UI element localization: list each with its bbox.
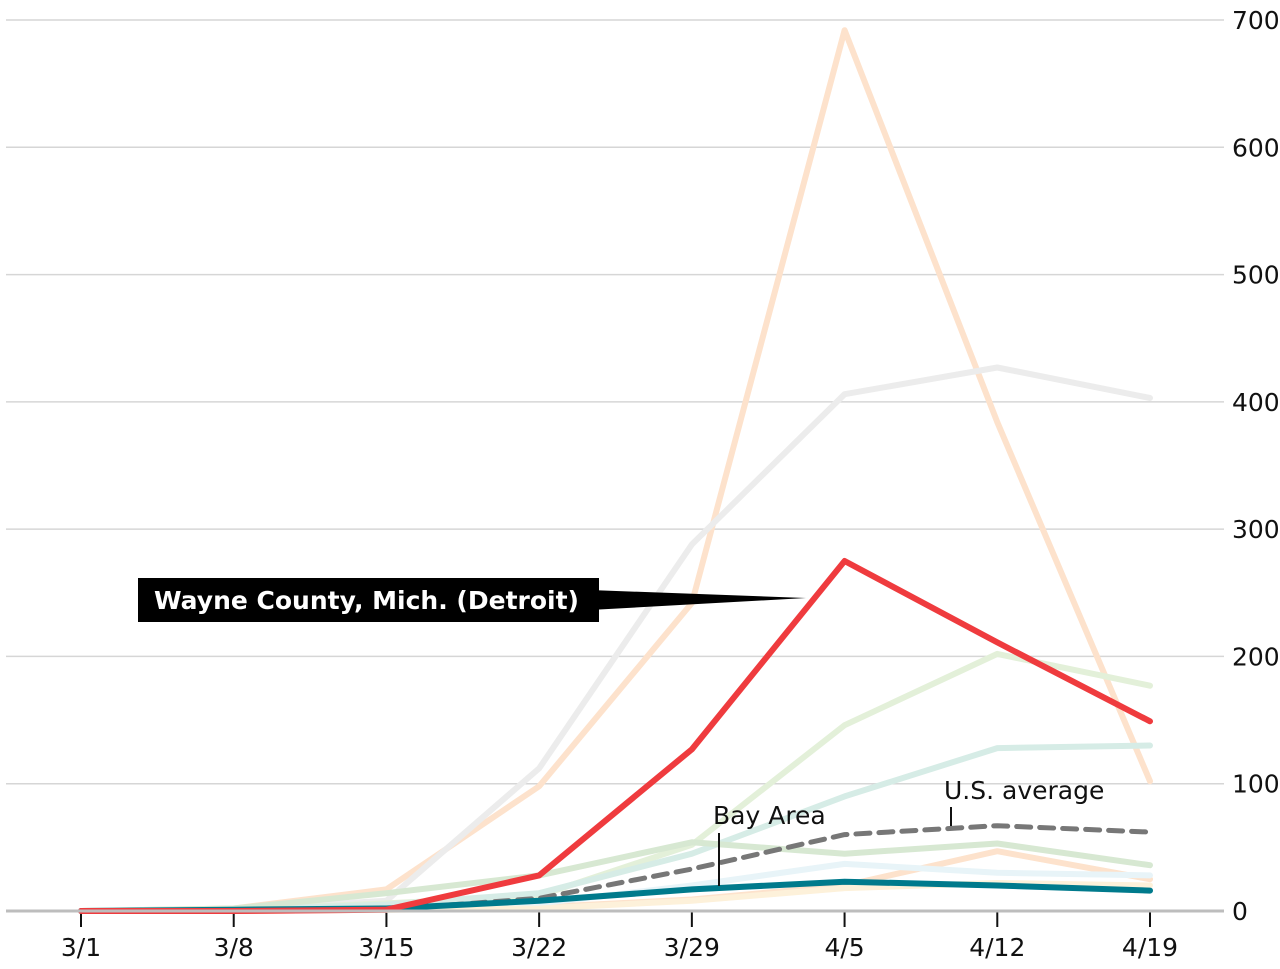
x-tick-label-7: 4/19 [1122, 933, 1178, 962]
wayne-callout: Wayne County, Mich. (Detroit) [138, 578, 806, 622]
y-tick-label-600: 600 [1232, 133, 1280, 162]
series-line-4 [78, 839, 1153, 914]
y-tick-label-100: 100 [1232, 770, 1280, 799]
y-tick-label-0: 0 [1232, 897, 1248, 926]
x-tick-label-5: 4/5 [824, 933, 864, 962]
y-tick-label-700: 700 [1232, 6, 1280, 35]
x-tick-label-1: 3/8 [214, 933, 254, 962]
x-tick-label-3: 3/22 [511, 933, 567, 962]
us-average-annotation: U.S. average [944, 776, 1104, 826]
x-tick-label-2: 3/15 [358, 933, 414, 962]
x-tick-label-6: 4/12 [969, 933, 1025, 962]
us-average-label: U.S. average [944, 776, 1104, 805]
x-axis: 3/1 3/8 3/15 3/22 3/29 4/5 4/12 4/19 [61, 911, 1178, 962]
wayne-callout-box [138, 578, 599, 622]
x-tick-label-4: 3/29 [664, 933, 720, 962]
y-axis: 0 100 200 300 400 500 600 700 [1232, 6, 1280, 926]
wayne-callout-label: Wayne County, Mich. (Detroit) [154, 586, 579, 615]
bay-area-label: Bay Area [713, 801, 826, 830]
bay-area-annotation: Bay Area [713, 801, 826, 886]
y-tick-label-300: 300 [1232, 515, 1280, 544]
x-tick-label-0: 3/1 [61, 933, 101, 962]
y-tick-label-500: 500 [1232, 261, 1280, 290]
series-line-8 [78, 823, 1153, 914]
gridlines [6, 19, 1224, 785]
y-tick-label-200: 200 [1232, 642, 1280, 671]
y-tick-label-400: 400 [1232, 388, 1280, 417]
wayne-callout-pointer [590, 590, 806, 610]
